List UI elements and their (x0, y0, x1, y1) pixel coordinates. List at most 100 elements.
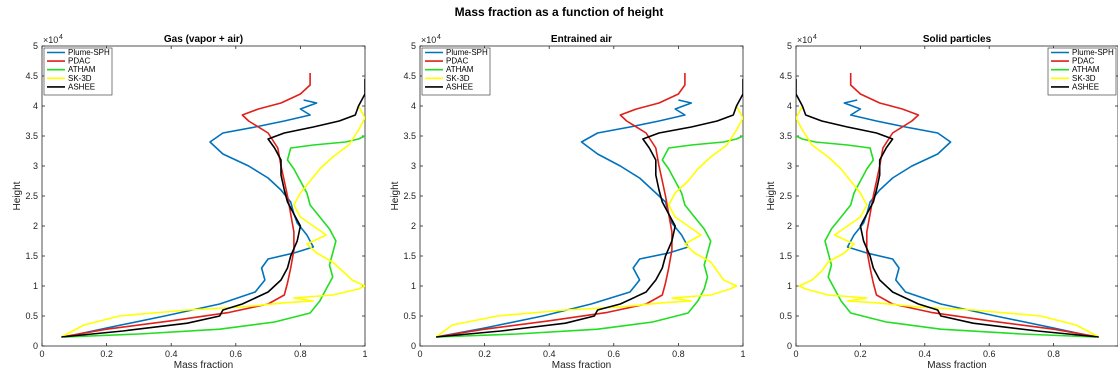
series-line-atham (436, 135, 743, 338)
legend-label: ATHAM (68, 65, 96, 74)
y-tick-label: 1.5 (403, 251, 416, 261)
y-tick-label: 0.5 (779, 311, 792, 321)
y-tick-label: 4 (411, 101, 416, 111)
y-tick-label: 1.5 (25, 251, 38, 261)
figure-title: Mass fraction as a function of height (455, 5, 664, 19)
y-tick-label: 0 (411, 341, 416, 351)
y-tick-label: 5 (33, 41, 38, 51)
legend-label: Plume-SPH (68, 48, 110, 57)
y-tick-label: 1 (787, 281, 792, 291)
y-tick-label: 3 (787, 161, 792, 171)
y-tick-label: 0.5 (25, 311, 38, 321)
series-line-plume-sph (843, 99, 1096, 338)
y-tick-label: 4 (33, 101, 38, 111)
x-axis-label: Mass fraction (927, 360, 986, 371)
panel-title: Solid particles (923, 34, 992, 45)
y-tick-label: 2 (33, 221, 38, 231)
x-tick-label: 0.6 (983, 349, 996, 359)
x-tick-label: 0.8 (1047, 349, 1060, 359)
y-tick-label: 1 (411, 281, 416, 291)
x-tick-label: 0.2 (100, 349, 113, 359)
y-tick-label: 2 (787, 221, 792, 231)
series-line-plume-sph (64, 99, 318, 338)
y-tick-label: 4.5 (403, 71, 416, 81)
y-axis-label: Height (12, 181, 23, 210)
x-axis-label: Mass fraction (552, 360, 611, 371)
y-multiplier-exponent: 4 (59, 34, 63, 41)
y-axis-label: Height (390, 181, 401, 210)
y-tick-label: 4.5 (25, 71, 38, 81)
legend-label: ATHAM (1072, 65, 1100, 74)
y-tick-label: 3 (411, 161, 416, 171)
x-tick-label: 0.2 (478, 349, 491, 359)
series-group (796, 73, 1100, 338)
series-line-sk-3d (435, 105, 743, 338)
legend-label: PDAC (68, 57, 90, 66)
y-multiplier-exponent: 4 (813, 34, 817, 41)
x-tick-label: 0 (417, 349, 422, 359)
x-axis-label: Mass fraction (174, 360, 233, 371)
x-tick-label: 0.8 (294, 349, 307, 359)
legend-label: SK-3D (68, 74, 92, 83)
legend-label: ASHEE (1072, 82, 1099, 91)
series-line-sk-3d (796, 105, 1100, 338)
series-line-pdac (435, 73, 686, 338)
series-line-atham (64, 135, 365, 338)
y-tick-label: 0 (33, 341, 38, 351)
series-line-pdac (849, 73, 1099, 338)
y-tick-label: 2 (411, 221, 416, 231)
x-tick-label: 0.4 (543, 349, 556, 359)
y-axis-label: Height (766, 181, 777, 210)
y-multiplier: ×10 (421, 35, 436, 45)
y-tick-label: 2.5 (403, 191, 416, 201)
y-tick-label: 2.5 (25, 191, 38, 201)
y-tick-label: 3.5 (779, 131, 792, 141)
y-tick-label: 5 (411, 41, 416, 51)
legend-label: ATHAM (446, 65, 474, 74)
series-line-atham (796, 135, 1096, 338)
y-tick-label: 4.5 (779, 71, 792, 81)
chart-panel-1: Gas (vapor + air) 0 0.2 0.4 0.6 0.8 1 0 0.5 1 1.5 2… (12, 34, 368, 371)
legend-label: PDAC (446, 57, 468, 66)
legend-box (43, 47, 113, 96)
x-tick-label: 0 (39, 349, 44, 359)
series-group (61, 73, 365, 338)
x-tick-label: 0.8 (672, 349, 685, 359)
series-line-ashee (796, 79, 1099, 338)
chart-panel-2: Entrained air 0 0.2 0.4 0.6 0.8 1 0 0.5 1 1.5 2 2.5 3… (390, 34, 746, 371)
x-tick-label: 0.6 (230, 349, 243, 359)
chart-panel-3: Solid particles 0 0.2 0.4 0.6 0.8 0 0.5 1 1.5 2 2.5… (766, 34, 1118, 371)
panel-title: Entrained air (551, 34, 612, 45)
x-tick-label: 0.4 (919, 349, 932, 359)
legend-label: SK-3D (1072, 74, 1096, 83)
y-tick-label: 3.5 (25, 131, 38, 141)
series-line-pdac (61, 73, 311, 338)
y-tick-label: 0 (787, 341, 792, 351)
y-tick-label: 2.5 (779, 191, 792, 201)
y-tick-label: 0.5 (403, 311, 416, 321)
series-line-ashee (61, 79, 365, 338)
y-tick-label: 5 (787, 41, 792, 51)
x-tick-label: 0 (793, 349, 798, 359)
legend-label: Plume-SPH (446, 48, 488, 57)
y-multiplier: ×10 (797, 35, 812, 45)
y-tick-label: 4 (787, 101, 792, 111)
y-tick-label: 3.5 (403, 131, 416, 141)
series-line-sk-3d (61, 105, 365, 338)
legend-label: SK-3D (446, 74, 470, 83)
legend-label: PDAC (1072, 57, 1094, 66)
series-group (435, 73, 743, 338)
x-tick-label: 1 (362, 349, 367, 359)
panel-title: Gas (vapor + air) (164, 34, 243, 45)
y-multiplier: ×10 (43, 35, 58, 45)
x-tick-label: 0.6 (608, 349, 621, 359)
y-tick-label: 1 (33, 281, 38, 291)
x-tick-label: 1 (740, 349, 745, 359)
y-tick-label: 3 (33, 161, 38, 171)
legend-label: Plume-SPH (1072, 48, 1114, 57)
legend-label: ASHEE (68, 82, 95, 91)
